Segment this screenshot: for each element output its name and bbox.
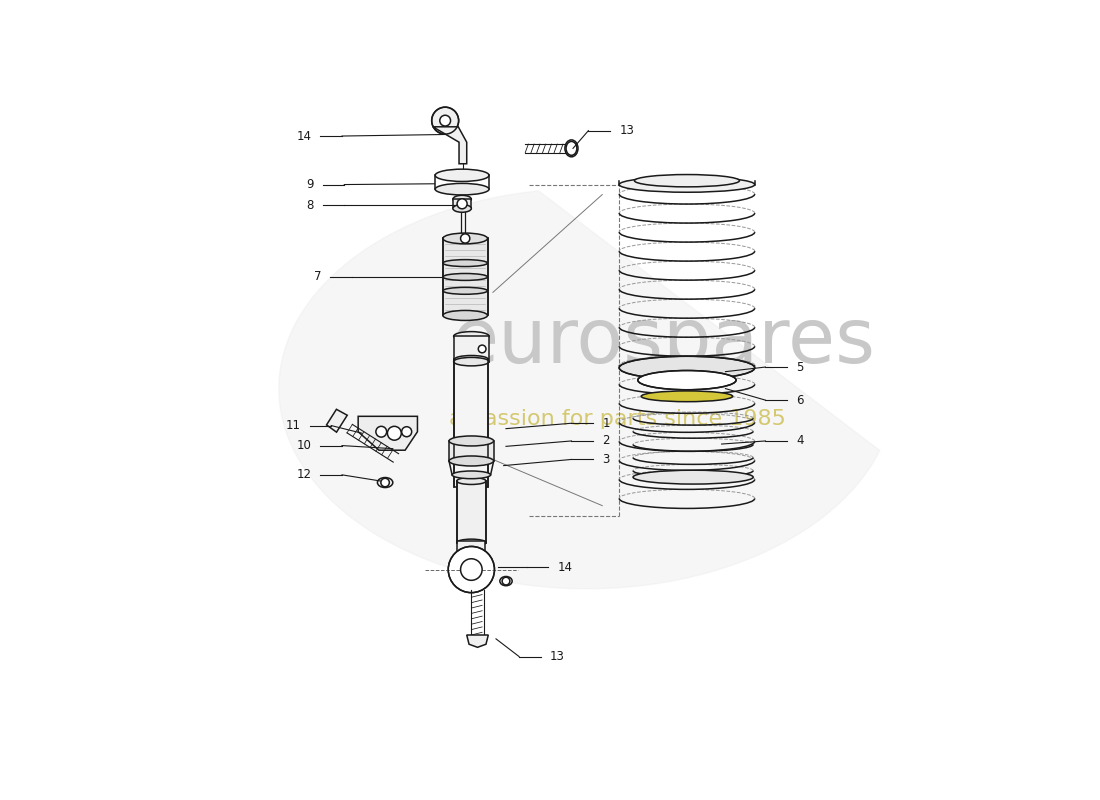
Circle shape (387, 426, 402, 440)
Text: 7: 7 (314, 270, 321, 283)
Ellipse shape (436, 169, 490, 182)
Text: 11: 11 (285, 419, 300, 432)
Polygon shape (432, 127, 466, 164)
Ellipse shape (635, 174, 739, 187)
Bar (453, 336, 490, 362)
Polygon shape (359, 416, 418, 450)
Text: 13: 13 (550, 650, 564, 663)
Ellipse shape (499, 577, 513, 586)
Ellipse shape (377, 478, 393, 487)
Ellipse shape (443, 310, 487, 321)
Text: 5: 5 (796, 361, 804, 374)
Text: eurospares: eurospares (452, 306, 876, 379)
Circle shape (478, 345, 486, 353)
Circle shape (431, 107, 459, 134)
Polygon shape (327, 410, 348, 432)
Ellipse shape (453, 195, 471, 203)
Polygon shape (466, 635, 488, 647)
Text: 13: 13 (619, 124, 634, 137)
Ellipse shape (449, 436, 494, 446)
Bar (454, 359, 488, 487)
Ellipse shape (641, 391, 733, 402)
Bar (456, 481, 486, 542)
Ellipse shape (443, 260, 487, 266)
Ellipse shape (453, 358, 490, 366)
Text: 4: 4 (796, 434, 804, 447)
Circle shape (458, 198, 468, 209)
Text: 1: 1 (603, 417, 609, 430)
Ellipse shape (436, 183, 490, 195)
Text: 3: 3 (603, 453, 609, 466)
Ellipse shape (454, 355, 488, 363)
Text: a passion for parts since 1985: a passion for parts since 1985 (449, 410, 786, 430)
Ellipse shape (638, 370, 736, 390)
Circle shape (381, 478, 389, 486)
Text: 6: 6 (796, 394, 804, 406)
Text: 12: 12 (296, 468, 311, 482)
Circle shape (440, 115, 451, 126)
Ellipse shape (452, 471, 491, 478)
Ellipse shape (456, 478, 486, 485)
Bar (453, 199, 471, 209)
Circle shape (376, 426, 387, 437)
Ellipse shape (619, 177, 755, 192)
Ellipse shape (443, 233, 487, 244)
Ellipse shape (449, 456, 494, 466)
Ellipse shape (443, 287, 487, 294)
Bar (458, 541, 485, 558)
Ellipse shape (453, 332, 490, 341)
Circle shape (502, 578, 510, 585)
Text: 14: 14 (558, 561, 573, 574)
Text: 14: 14 (296, 130, 311, 142)
Ellipse shape (565, 140, 578, 157)
Ellipse shape (456, 539, 486, 546)
Circle shape (449, 546, 495, 593)
Text: 8: 8 (306, 199, 313, 212)
Circle shape (402, 426, 411, 437)
Polygon shape (279, 191, 880, 589)
Circle shape (461, 558, 482, 580)
Ellipse shape (619, 356, 755, 379)
Bar (443, 238, 487, 315)
Ellipse shape (566, 142, 576, 155)
Text: 2: 2 (603, 434, 609, 447)
Ellipse shape (453, 205, 471, 212)
Ellipse shape (443, 274, 487, 281)
Text: 10: 10 (296, 439, 311, 452)
Text: 9: 9 (306, 178, 313, 191)
Bar (449, 441, 494, 461)
Circle shape (461, 234, 470, 243)
Ellipse shape (634, 470, 754, 484)
